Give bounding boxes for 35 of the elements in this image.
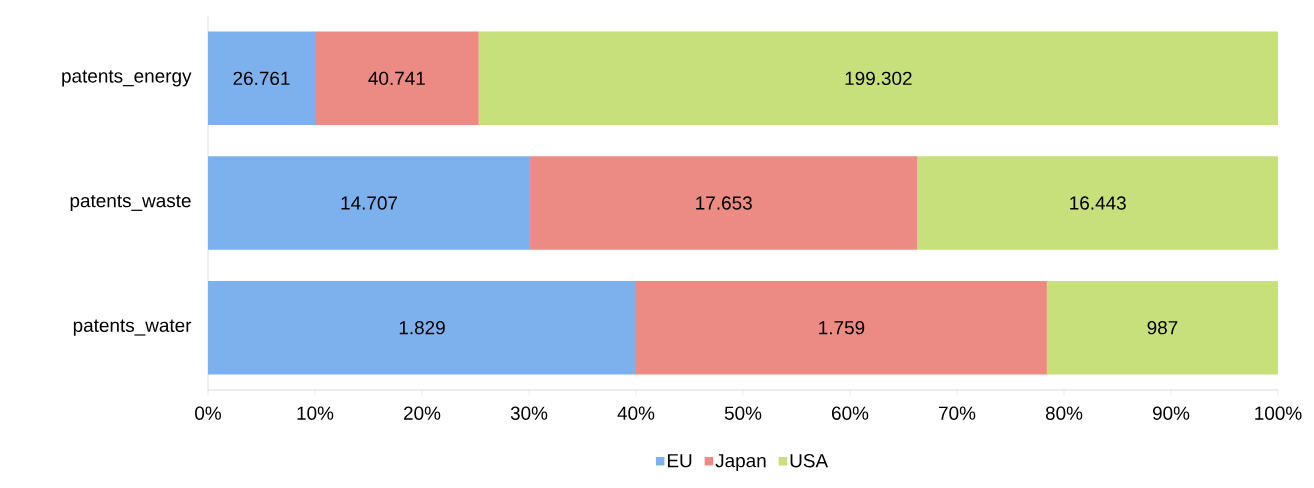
- annotation: 987: [1147, 320, 1178, 335]
- annotation: 26.761: [233, 71, 290, 86]
- legend-label: EU: [667, 454, 692, 468]
- annotation: 16.443: [1070, 196, 1126, 210]
- x-tick-label: 50%: [724, 406, 762, 420]
- bar: [208, 280, 636, 375]
- x-tick-label: 30%: [510, 406, 548, 420]
- bar: [636, 280, 1047, 375]
- bar: [208, 156, 531, 250]
- annotation: 1.759: [819, 320, 865, 335]
- legend-label: Japan: [715, 454, 766, 472]
- bar: [1046, 280, 1279, 375]
- bar: [478, 31, 1279, 126]
- x-tick-label: 80%: [1045, 406, 1083, 420]
- bar: [315, 31, 479, 126]
- x-tick-label: 100%: [1255, 406, 1302, 420]
- annotation: 17.653: [696, 196, 752, 210]
- legend-label: USA: [790, 454, 829, 468]
- x-tick-label: 0%: [195, 406, 221, 420]
- bar: [208, 31, 315, 126]
- x-tick-label: 90%: [1152, 406, 1190, 420]
- bar: [530, 156, 918, 250]
- bar: [917, 156, 1279, 250]
- x-tick-label: 60%: [832, 406, 869, 420]
- x-tick-label: 10%: [297, 406, 334, 420]
- x-tick-label: 70%: [939, 406, 976, 420]
- annotation: 199.302: [845, 71, 912, 86]
- x-tick-label: 40%: [617, 406, 655, 420]
- y-tick-label: patents_waste: [70, 194, 191, 212]
- y-tick-label: patents_energy: [62, 70, 192, 87]
- annotation: 1.829: [399, 320, 445, 335]
- annotation: 14.707: [341, 196, 398, 210]
- y-tick-label: patents_water: [73, 319, 192, 336]
- x-tick-label: 20%: [404, 406, 441, 420]
- annotation: 40.741: [368, 71, 425, 86]
